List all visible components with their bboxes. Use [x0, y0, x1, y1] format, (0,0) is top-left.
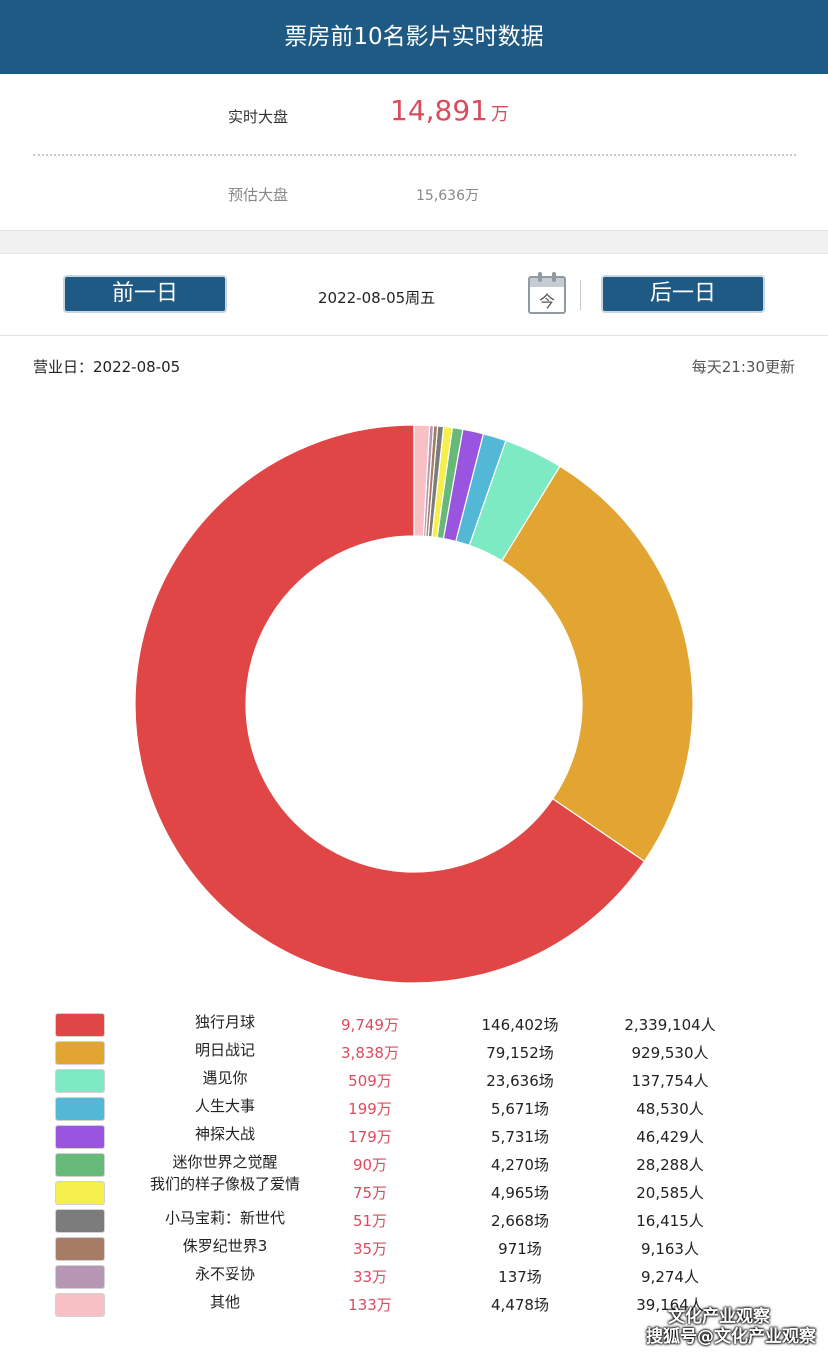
box-office-donut-chart	[134, 424, 694, 984]
audience-count: 137,754人	[631, 1072, 709, 1090]
movie-name: 明日战记	[194, 1041, 255, 1059]
audience-count: 46,429人	[636, 1128, 704, 1146]
audience-count: 28,288人	[636, 1156, 704, 1174]
show-count: 4,965场	[491, 1184, 549, 1202]
legend-row: 神探大战 179万 5,731场 46,429人	[0, 1122, 828, 1150]
estimate-value: 15,636万	[416, 188, 479, 204]
section-gap	[0, 230, 828, 254]
show-count: 4,478场	[491, 1296, 549, 1314]
movie-name: 我们的样子像极了爱情	[149, 1175, 300, 1193]
donut-slice-2[interactable]	[501, 465, 694, 863]
movie-name: 独行月球	[194, 1013, 255, 1031]
box-office: 9,749万	[341, 1016, 399, 1034]
realtime-value: 14,891 万	[390, 94, 509, 127]
audience-count: 39,164人	[636, 1296, 704, 1314]
dotted-divider	[33, 154, 796, 156]
legend-row: 永不妥协 33万 137场 9,274人	[0, 1262, 828, 1290]
audience-count: 20,585人	[636, 1184, 704, 1202]
page-title: 票房前10名影片实时数据	[284, 24, 544, 50]
box-office: 90万	[352, 1156, 388, 1174]
legend-row: 小马宝莉：新世代 51万 2,668场 16,415人	[0, 1206, 828, 1234]
movie-name: 永不妥协	[194, 1265, 255, 1283]
legend-row: 我们的样子像极了爱情 75万 4,965场 20,585人	[0, 1175, 828, 1206]
business-day: 营业日：2022-08-05	[33, 358, 181, 376]
legend-row: 侏罗纪世界3 35万 971场 9,163人	[0, 1234, 828, 1262]
show-count: 79,152场	[486, 1044, 554, 1062]
legend-swatch	[55, 1069, 105, 1093]
legend-row: 独行月球 9,749万 146,402场 2,339,104人	[0, 1010, 828, 1038]
nav-divider	[580, 280, 581, 310]
realtime-unit: 万	[490, 104, 509, 125]
box-office: 509万	[348, 1072, 392, 1090]
audience-count: 16,415人	[636, 1212, 704, 1230]
audience-count: 929,530人	[631, 1044, 709, 1062]
movie-name: 人生大事	[194, 1097, 255, 1115]
movie-name: 神探大战	[194, 1125, 255, 1143]
legend-row: 遇见你 509万 23,636场 137,754人	[0, 1066, 828, 1094]
audience-count: 2,339,104人	[624, 1016, 716, 1034]
box-office: 133万	[348, 1296, 392, 1314]
movie-name: 小马宝莉：新世代	[164, 1209, 285, 1227]
current-date: 2022-08-05周五	[318, 289, 436, 307]
update-note: 每天21:30更新	[691, 358, 795, 376]
watermark-line2: 搜狐号@文化产业观察	[646, 1327, 816, 1347]
page-header: 票房前10名影片实时数据	[0, 0, 828, 74]
summary-panel: 实时大盘 14,891 万 预估大盘 15,636万	[0, 74, 828, 234]
watermark-line1: 文化产业观察	[668, 1307, 770, 1327]
legend-swatch	[55, 1125, 105, 1149]
calendar-ring-right	[552, 272, 556, 282]
estimate-label: 预估大盘	[228, 186, 289, 204]
legend-row: 迷你世界之觉醒 90万 4,270场 28,288人	[0, 1150, 828, 1178]
box-office: 199万	[348, 1100, 392, 1118]
legend-swatch	[55, 1237, 105, 1261]
box-office: 33万	[352, 1268, 388, 1286]
legend-swatch	[55, 1041, 105, 1065]
legend-swatch	[55, 1209, 105, 1233]
movie-name: 其他	[209, 1293, 240, 1311]
box-office: 3,838万	[341, 1044, 399, 1062]
calendar-ring-left	[538, 272, 542, 282]
legend-swatch	[55, 1013, 105, 1037]
donut-slice-1[interactable]	[134, 424, 646, 984]
movie-name: 迷你世界之觉醒	[172, 1153, 278, 1171]
show-count: 2,668场	[491, 1212, 549, 1230]
legend-swatch	[55, 1265, 105, 1289]
show-count: 4,270场	[491, 1156, 549, 1174]
show-count: 971场	[498, 1240, 542, 1258]
donut-slice-11[interactable]	[413, 424, 431, 537]
box-office: 35万	[352, 1240, 388, 1258]
box-office: 51万	[352, 1212, 388, 1230]
date-navigation: 前一日 2022-08-05周五 今 后一日	[0, 254, 828, 336]
audience-count: 9,274人	[641, 1268, 699, 1286]
legend-row: 明日战记 3,838万 79,152场 929,530人	[0, 1038, 828, 1066]
show-count: 146,402场	[481, 1016, 559, 1034]
legend-row: 其他 133万 4,478场 39,164人	[0, 1290, 828, 1318]
prev-day-button[interactable]: 前一日	[63, 275, 227, 313]
legend-swatch	[55, 1153, 105, 1177]
movie-name: 侏罗纪世界3	[182, 1237, 268, 1255]
calendar-icon[interactable]: 今	[528, 272, 566, 314]
audience-count: 9,163人	[641, 1240, 699, 1258]
legend-row: 人生大事 199万 5,671场 48,530人	[0, 1094, 828, 1122]
show-count: 5,731场	[491, 1128, 549, 1146]
legend-swatch	[55, 1181, 105, 1205]
realtime-label: 实时大盘	[228, 108, 289, 126]
legend-swatch	[55, 1293, 105, 1317]
show-count: 5,671场	[491, 1100, 549, 1118]
show-count: 137场	[498, 1268, 542, 1286]
box-office: 75万	[352, 1184, 388, 1202]
realtime-number: 14,891	[390, 94, 488, 127]
show-count: 23,636场	[486, 1072, 554, 1090]
audience-count: 48,530人	[636, 1100, 704, 1118]
box-office: 179万	[348, 1128, 392, 1146]
legend-swatch	[55, 1097, 105, 1121]
movie-name: 遇见你	[202, 1069, 248, 1087]
calendar-today-text: 今	[538, 292, 555, 311]
next-day-button[interactable]: 后一日	[601, 275, 765, 313]
